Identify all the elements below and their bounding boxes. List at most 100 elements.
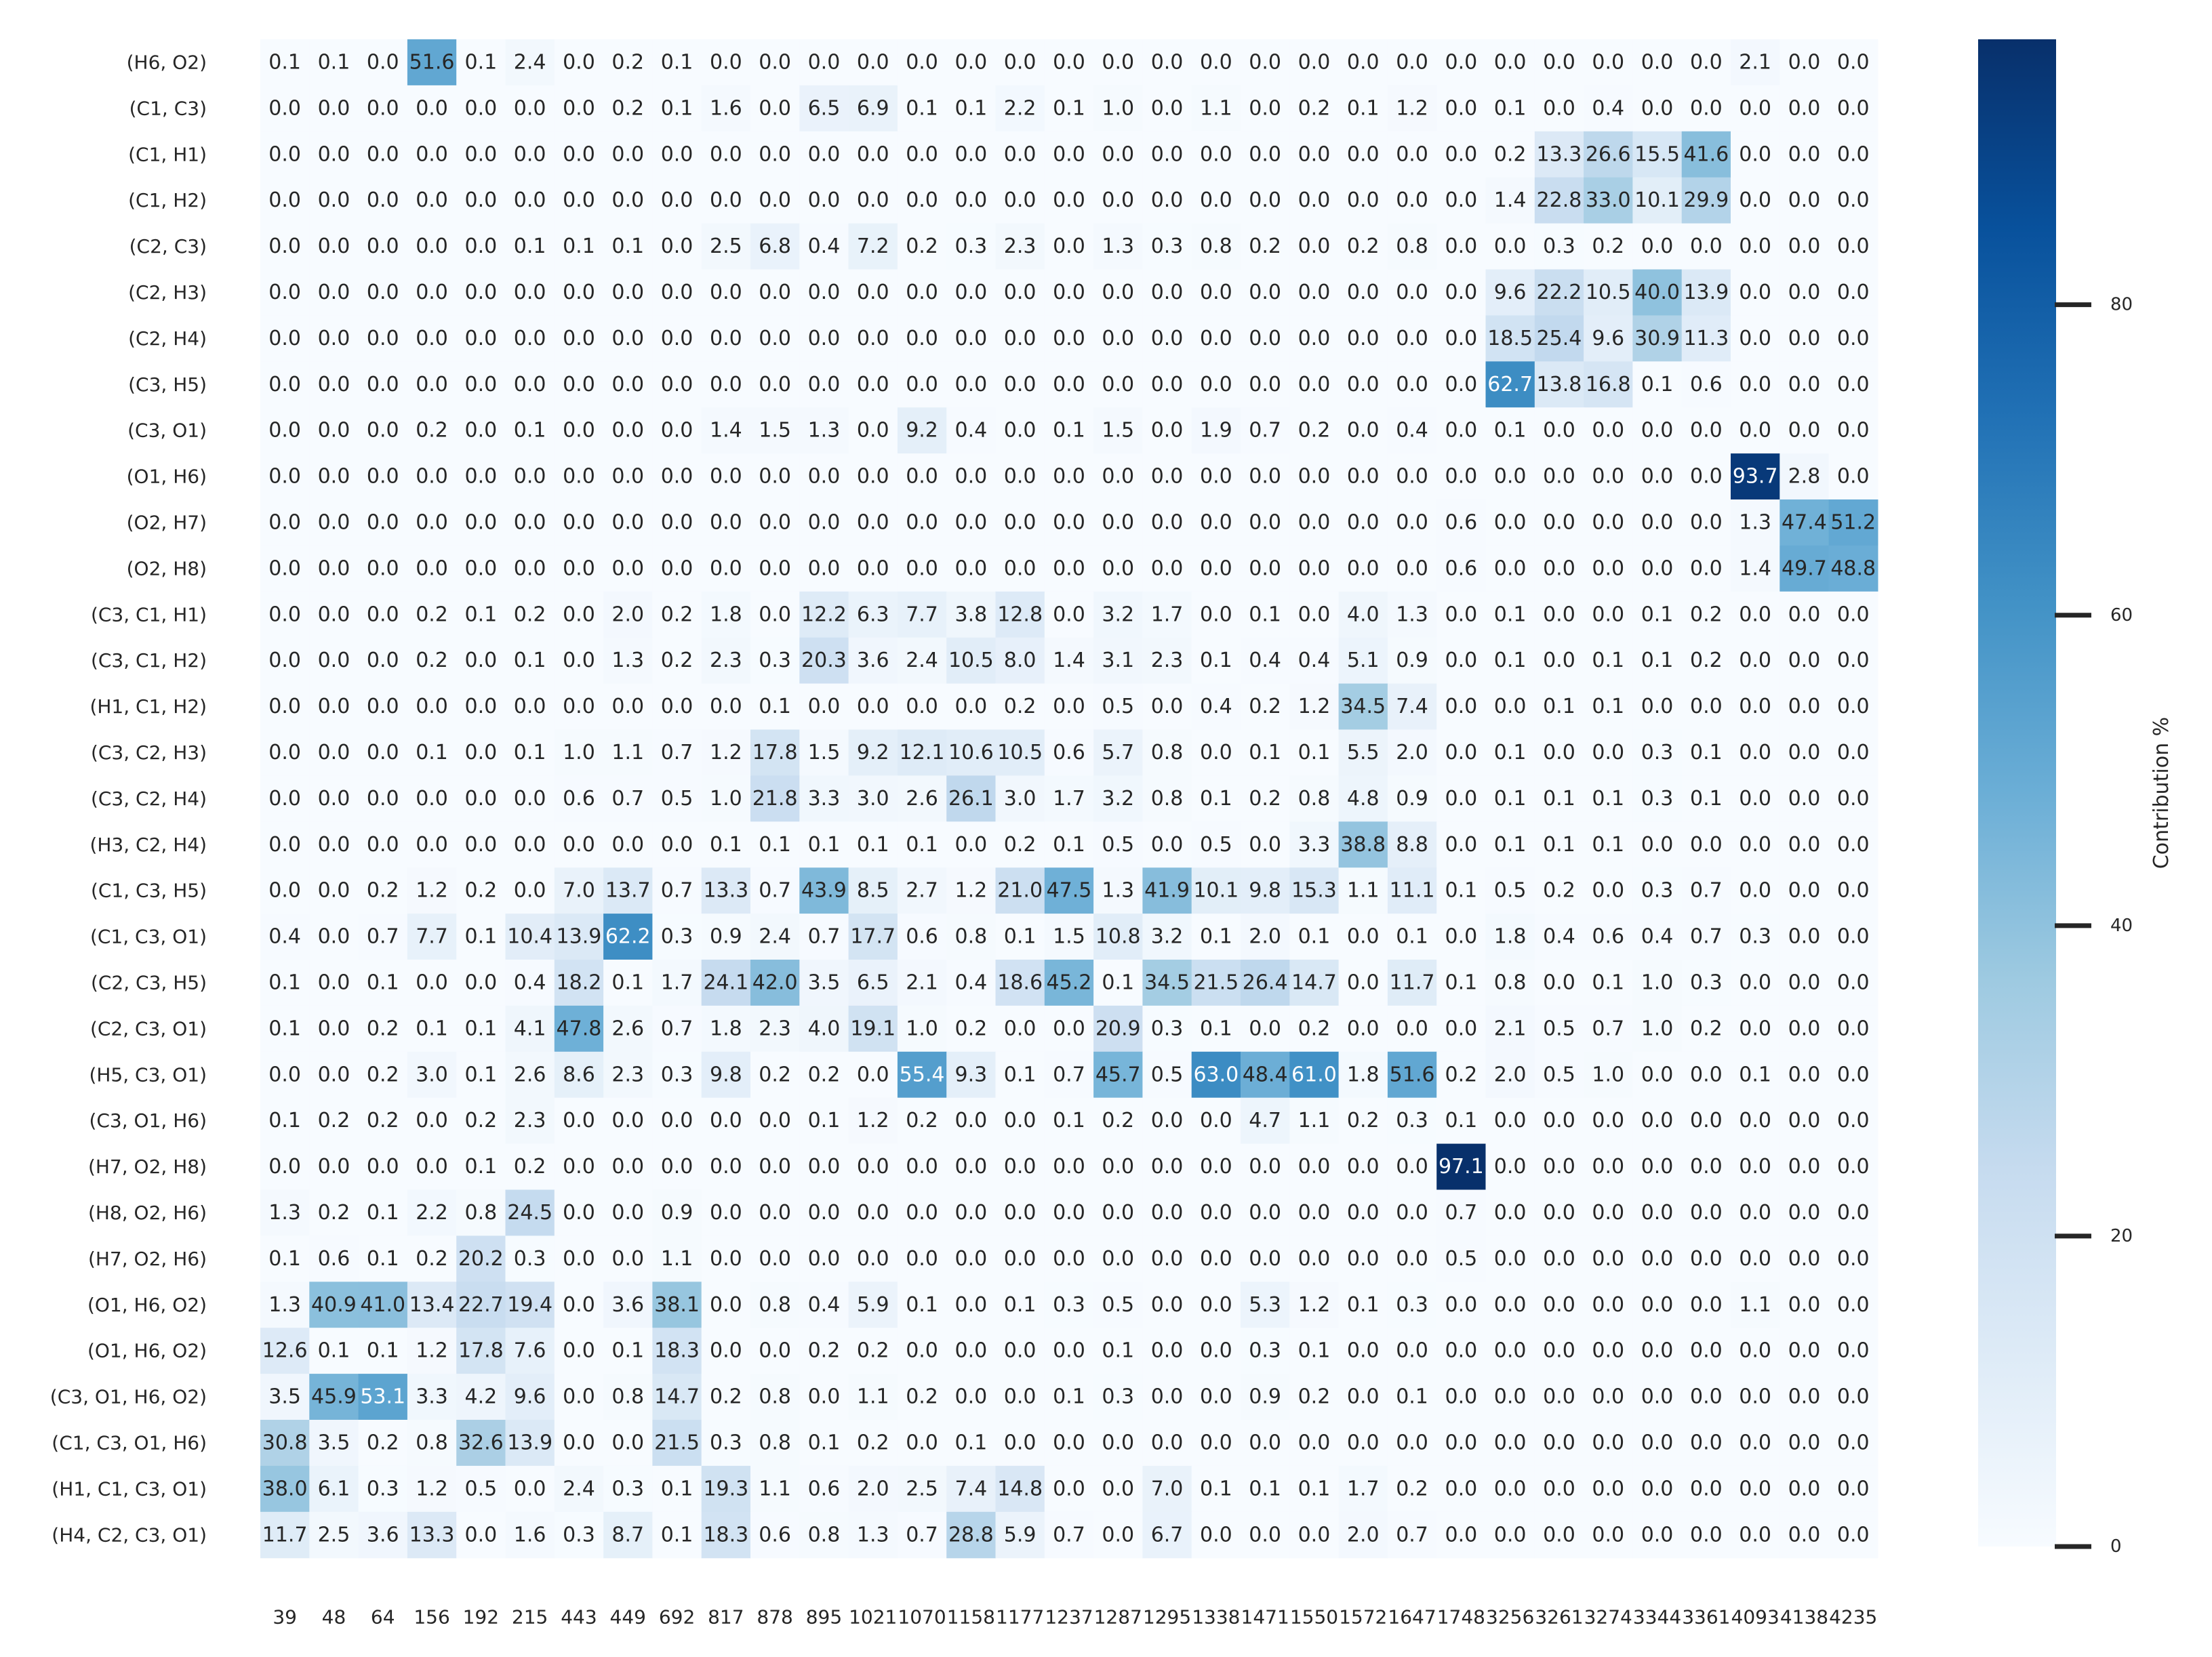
cell-value-label: 9.2 [857, 741, 889, 764]
heatmap-cell [1241, 637, 1290, 684]
heatmap-cell [750, 453, 800, 500]
cell-value-label: 0.0 [611, 465, 644, 489]
heatmap-cell [407, 914, 457, 960]
cell-value-label: 0.0 [1102, 1247, 1134, 1271]
cell-value-label: 0.6 [1445, 510, 1477, 534]
cell-value-label: 1.4 [1053, 649, 1085, 672]
cell-value-label: 0.0 [514, 556, 546, 580]
cell-value-label: 2.4 [759, 925, 791, 949]
heatmap-cell [1387, 637, 1437, 684]
heatmap-cell [1191, 591, 1241, 638]
cell-value-label: 0.0 [1102, 556, 1134, 580]
cell-value-label: 0.1 [808, 1431, 841, 1454]
cell-value-label: 2.0 [1347, 1523, 1380, 1547]
cell-value-label: 53.1 [360, 1385, 405, 1409]
heatmap-cell [1093, 177, 1143, 224]
cell-value-label: 0.0 [563, 419, 595, 443]
cell-value-label: 0.0 [1837, 1431, 1870, 1454]
cell-value-label: 0.0 [1249, 50, 1281, 74]
cell-value-label: 0.1 [1249, 741, 1281, 764]
cell-value-label: 47.8 [557, 1017, 602, 1040]
cell-value-label: 18.3 [703, 1523, 748, 1547]
heatmap-cell [799, 315, 849, 362]
heatmap-cell [897, 729, 947, 776]
heatmap-cell [750, 131, 800, 178]
heatmap-cell [897, 591, 947, 638]
cell-value-label: 0.0 [1200, 1247, 1232, 1271]
cell-value-label: 0.0 [808, 281, 841, 304]
cell-value-label: 0.0 [906, 50, 938, 74]
heatmap-cell [1681, 591, 1731, 638]
cell-value-label: 0.1 [1445, 879, 1477, 903]
row-label: (H5, C3, O1) [89, 1063, 207, 1086]
cell-value-label: 0.0 [1004, 142, 1037, 166]
cell-value-label: 10.6 [948, 741, 994, 764]
cell-value-label: 13.9 [1683, 281, 1729, 304]
heatmap-cell [1779, 775, 1830, 822]
heatmap-cell [848, 85, 898, 132]
heatmap-cell [554, 499, 604, 546]
cell-value-label: 0.2 [514, 602, 546, 626]
heatmap-cell [554, 177, 604, 224]
cell-value-label: 0.0 [1641, 1477, 1674, 1500]
heatmap-cell [1093, 821, 1143, 868]
cell-value-label: 0.0 [1004, 188, 1037, 212]
heatmap-cell [1436, 914, 1487, 960]
cell-value-label: 0.0 [1249, 1017, 1281, 1040]
cell-value-label: 0.0 [1739, 142, 1771, 166]
cell-value-label: 1.1 [1347, 879, 1380, 903]
cell-value-label: 0.0 [1347, 1201, 1380, 1225]
cell-value-label: 0.0 [1445, 1385, 1477, 1409]
cell-value-label: 3.0 [416, 1063, 448, 1086]
heatmap-cell [309, 177, 359, 224]
cell-value-label: 0.0 [1592, 556, 1624, 580]
heatmap-cell [848, 729, 898, 776]
heatmap-cell [358, 914, 408, 960]
cell-value-label: 0.0 [464, 741, 497, 764]
cell-value-label: 0.0 [1151, 327, 1184, 350]
cell-value-label: 0.0 [1347, 1431, 1380, 1454]
cell-value-label: 2.0 [1396, 741, 1428, 764]
cell-value-label: 0.0 [1102, 188, 1134, 212]
column-label: 1550 [1290, 1606, 1338, 1629]
cell-value-label: 13.9 [507, 1431, 552, 1454]
cell-value-label: 0.3 [1690, 970, 1723, 994]
heatmap-cell [1485, 39, 1535, 86]
heatmap-cell [1632, 361, 1683, 408]
heatmap-cell [1731, 223, 1780, 270]
cell-value-label: 0.0 [1592, 1431, 1624, 1454]
cell-value-label: 0.0 [1690, 96, 1723, 120]
cell-value-label: 1.2 [954, 879, 987, 903]
cell-value-label: 0.0 [1641, 96, 1674, 120]
heatmap-cell [505, 177, 555, 224]
heatmap-cell [848, 591, 898, 638]
cell-value-label: 0.0 [661, 327, 693, 350]
cell-value-label: 0.0 [710, 556, 742, 580]
cell-value-label: 0.2 [367, 1063, 399, 1086]
cell-value-label: 0.0 [1788, 1431, 1821, 1454]
cell-value-label: 0.3 [1396, 1293, 1428, 1317]
cell-value-label: 93.7 [1733, 465, 1778, 489]
cell-value-label: 1.0 [906, 1017, 938, 1040]
cell-value-label: 0.0 [367, 649, 399, 672]
heatmap-cell [652, 361, 702, 408]
cell-value-label: 0.1 [1543, 695, 1575, 718]
cell-value-label: 47.5 [1047, 879, 1092, 903]
heatmap-cell [750, 85, 800, 132]
heatmap-cell [1681, 499, 1731, 546]
cell-value-label: 1.2 [416, 1477, 448, 1500]
cell-value-label: 0.8 [759, 1431, 791, 1454]
heatmap-cell [1779, 361, 1830, 408]
heatmap-cell [1142, 637, 1192, 684]
cell-value-label: 0.1 [464, 602, 497, 626]
cell-value-label: 0.0 [1690, 1523, 1723, 1547]
heatmap-cell [995, 821, 1045, 868]
cell-value-label: 0.0 [1004, 50, 1037, 74]
heatmap-cell [1387, 177, 1437, 224]
cell-value-label: 1.3 [1739, 510, 1771, 534]
cell-value-label: 0.2 [1102, 1109, 1134, 1132]
cell-value-label: 0.1 [611, 1339, 644, 1363]
cell-value-label: 0.1 [367, 970, 399, 994]
heatmap-cell [1044, 545, 1094, 592]
cell-value-label: 0.0 [1739, 419, 1771, 443]
